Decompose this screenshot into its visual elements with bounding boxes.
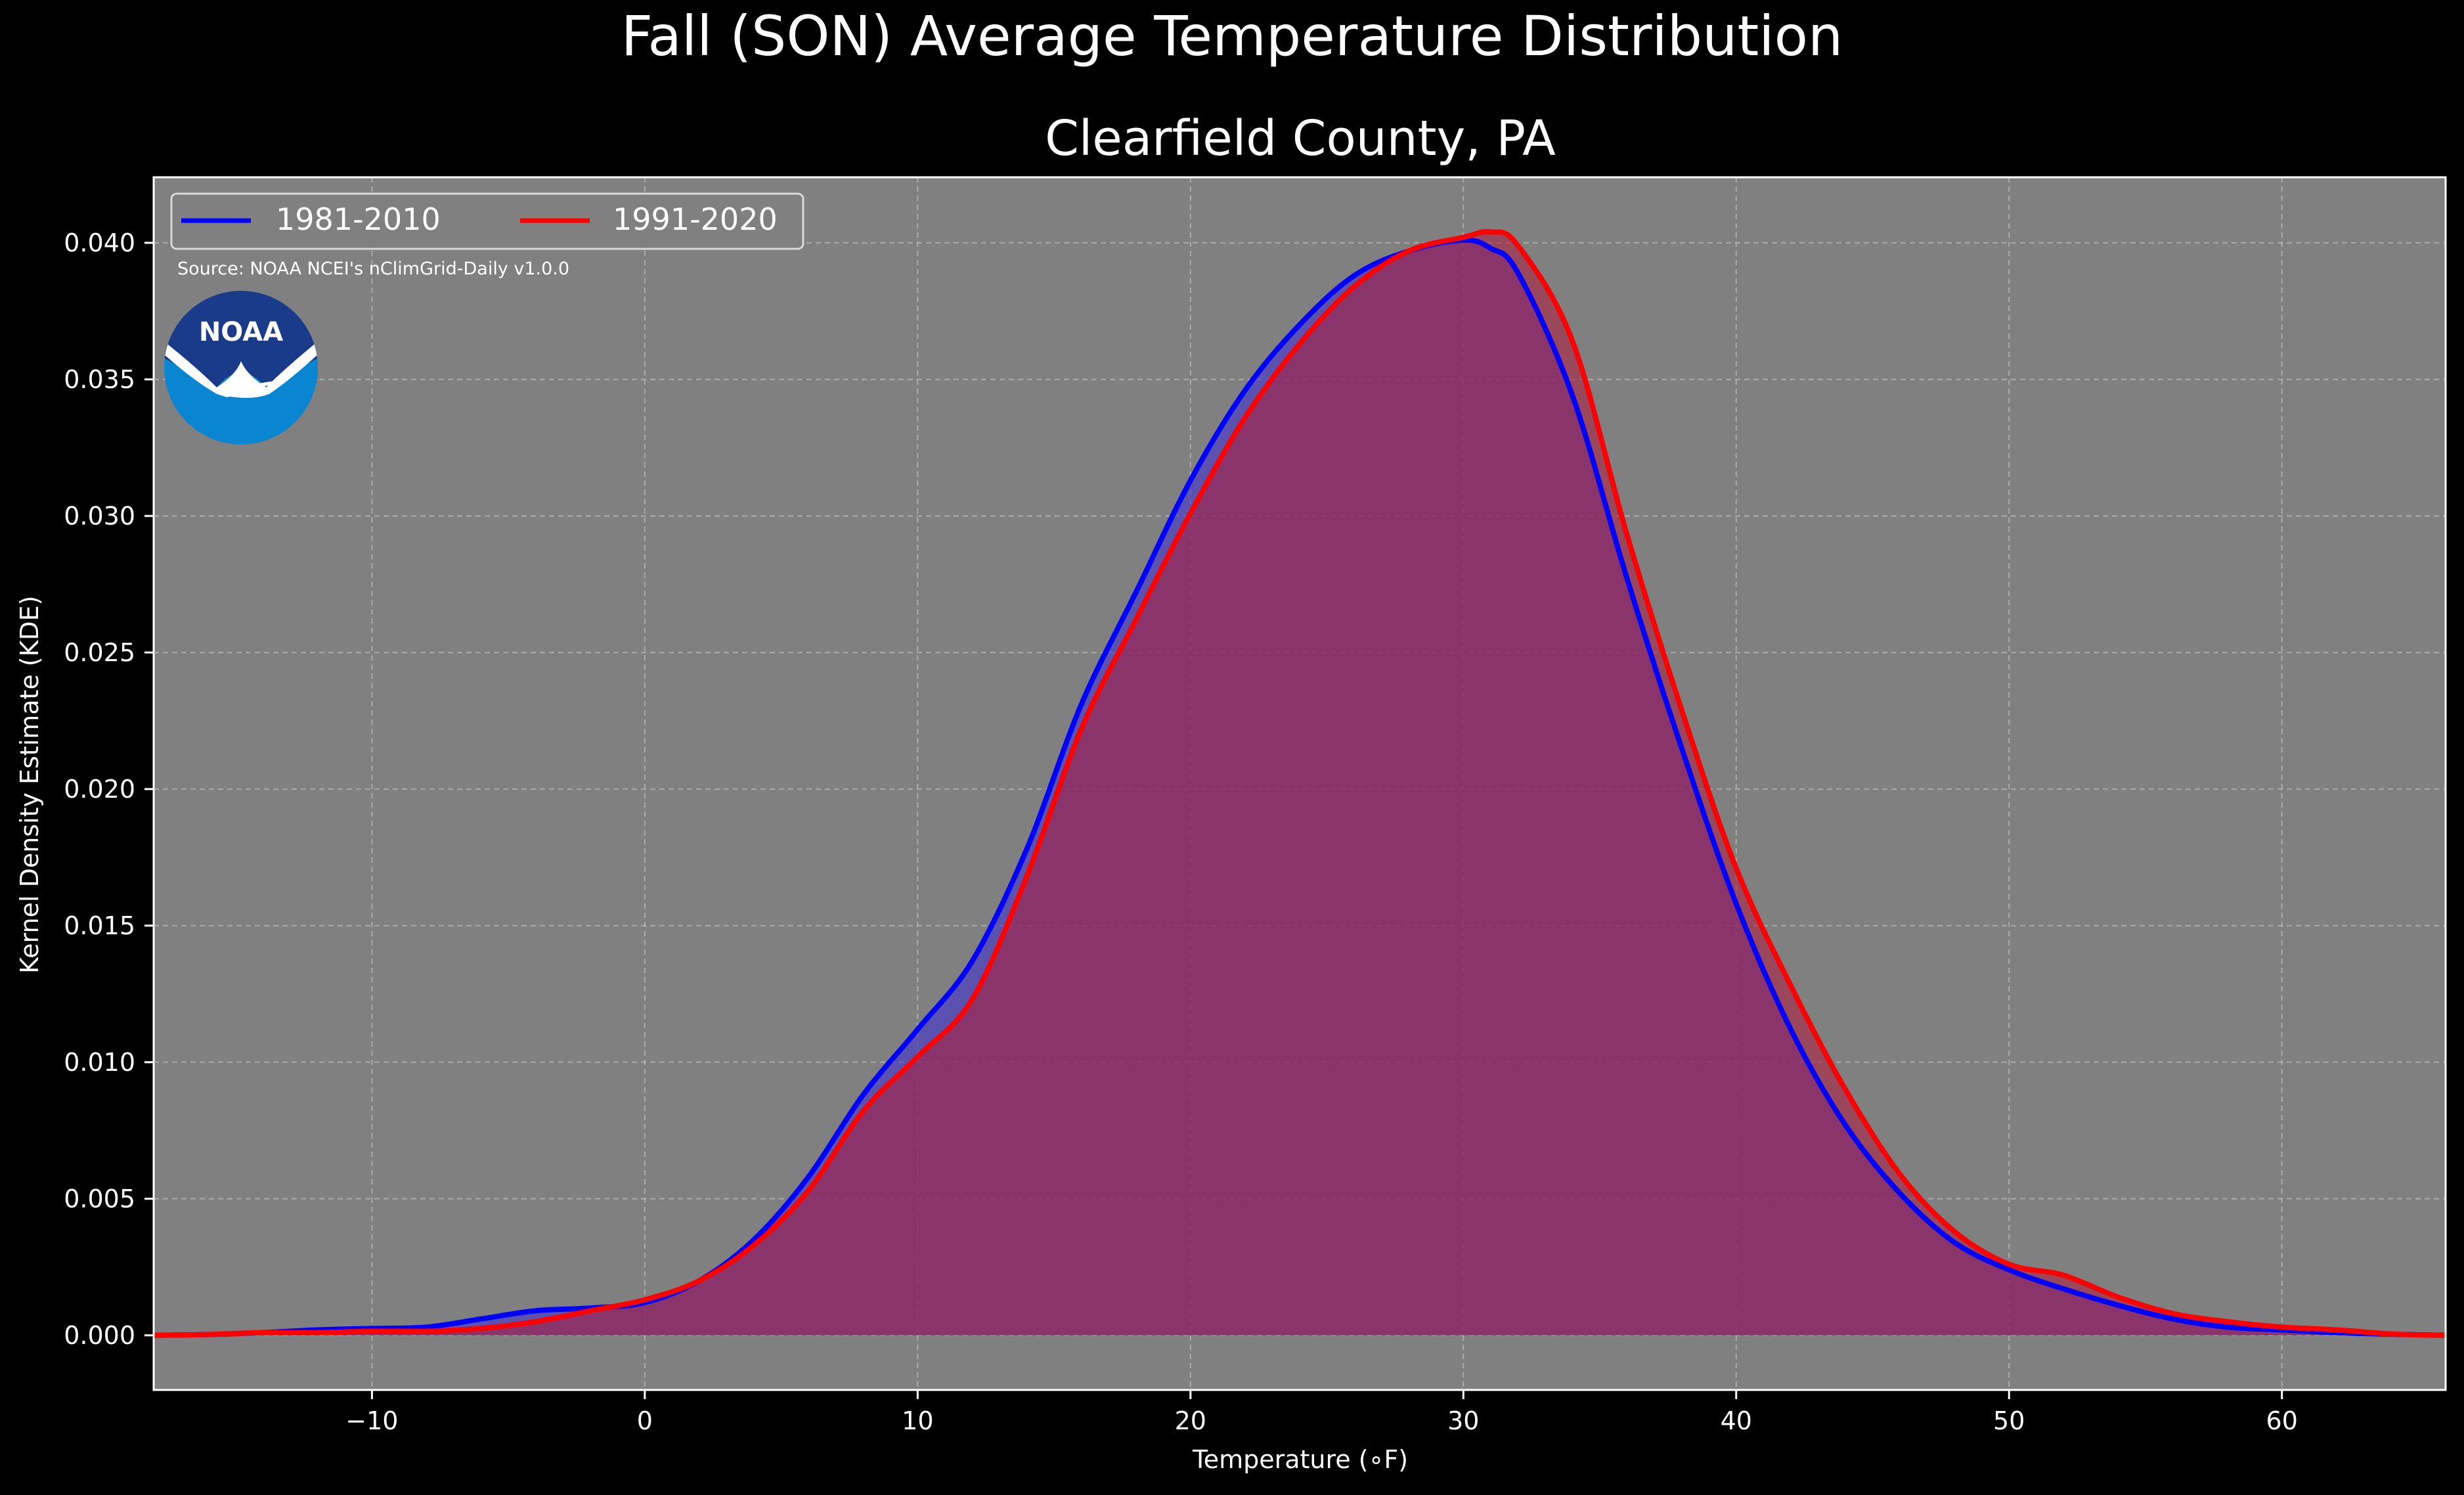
y-tick-label: 0.010 bbox=[64, 1048, 135, 1077]
legend: 1981-2010 1991-2020 bbox=[170, 192, 804, 250]
legend-box bbox=[170, 192, 804, 250]
y-tick-label: 0.015 bbox=[64, 911, 135, 940]
y-tick-label: 0.020 bbox=[64, 775, 135, 804]
chart-title: Fall (SON) Average Temperature Distribut… bbox=[621, 4, 1843, 68]
x-tick-label: 30 bbox=[1447, 1406, 1479, 1435]
svg-text:NOAA: NOAA bbox=[199, 317, 283, 347]
density-lines bbox=[153, 228, 2446, 1338]
x-tick-label: 50 bbox=[1993, 1406, 2025, 1435]
x-tick-label: 20 bbox=[1175, 1406, 1206, 1435]
y-axis-label: Kernel Density Estimate (KDE) bbox=[15, 596, 44, 974]
x-tick-label: 60 bbox=[2266, 1406, 2298, 1435]
x-tick-label: 40 bbox=[1721, 1406, 1752, 1435]
noaa-logo: NOAA bbox=[164, 291, 318, 444]
legend-label-1991-2020: 1991-2020 bbox=[613, 202, 778, 237]
density-area-1991-2020 bbox=[154, 231, 2446, 1335]
y-axis: 0.000 0.005 0.010 0.015 0.020 0.025 0.030 0.035… bbox=[64, 228, 154, 1350]
y-tick-label: 0.040 bbox=[64, 228, 135, 257]
x-tick-label: −10 bbox=[345, 1406, 398, 1435]
y-tick-label: 0.000 bbox=[64, 1321, 135, 1350]
y-tick-label: 0.025 bbox=[64, 638, 135, 667]
y-tick-label: 0.035 bbox=[64, 365, 135, 394]
y-tick-label: 0.005 bbox=[64, 1184, 135, 1213]
x-tick-label: 10 bbox=[902, 1406, 933, 1435]
x-axis: −10 0 10 20 30 40 50 60 bbox=[345, 1390, 2298, 1435]
density-areas bbox=[154, 231, 2446, 1335]
y-tick-label: 0.030 bbox=[64, 502, 135, 531]
legend-label-1981-2010: 1981-2010 bbox=[276, 202, 441, 237]
density-line-1991-2020 bbox=[153, 228, 2446, 1338]
x-tick-label: 0 bbox=[637, 1406, 653, 1435]
x-axis-label: Temperature (∘F) bbox=[1192, 1445, 1408, 1474]
source-note: Source: NOAA NCEI's nClimGrid-Daily v1.0… bbox=[177, 259, 569, 279]
plot-frame bbox=[152, 176, 2447, 1391]
chart-subtitle: Clearfield County, PA bbox=[1045, 110, 1556, 167]
